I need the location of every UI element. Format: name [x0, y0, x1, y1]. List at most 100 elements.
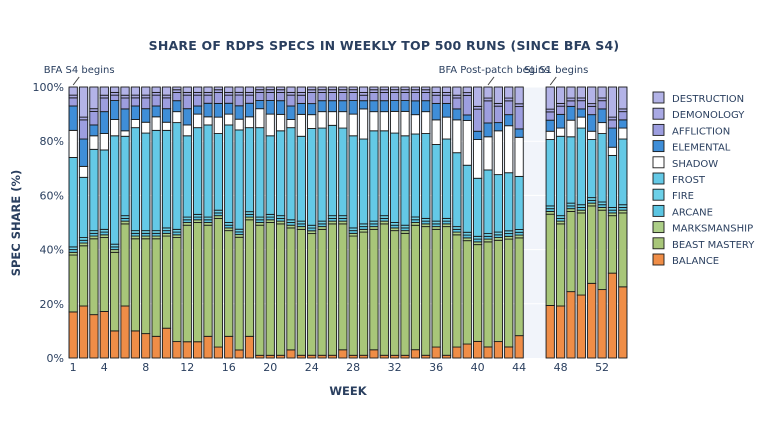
bar-segment-destruction[interactable] — [421, 86, 431, 91]
bar-segment-shadow[interactable] — [441, 116, 452, 140]
bar-segment-balance[interactable] — [203, 335, 213, 359]
bar-segment-beast-mastery[interactable] — [141, 238, 151, 335]
bar-segment-affliction[interactable] — [369, 92, 379, 102]
bar-segment-shadow[interactable] — [587, 130, 597, 140]
bar-segment-shadow[interactable] — [141, 121, 151, 134]
bar-segment-balance[interactable] — [462, 343, 472, 359]
bar-segment-shadow[interactable] — [110, 119, 120, 137]
bar-week-1[interactable] — [68, 86, 78, 359]
bar-segment-shadow[interactable] — [545, 130, 555, 140]
bar-segment-frost[interactable] — [317, 127, 327, 222]
bar-segment-balance[interactable] — [338, 349, 348, 359]
bar-segment-destruction[interactable] — [213, 86, 223, 91]
bar-segment-destruction[interactable] — [130, 86, 141, 96]
bar-segment-affliction[interactable] — [410, 92, 421, 102]
bar-segment-beast-mastery[interactable] — [78, 245, 89, 307]
bar-segment-shadow[interactable] — [607, 146, 618, 156]
bar-week-47[interactable] — [545, 86, 555, 359]
bar-segment-frost[interactable] — [68, 157, 78, 248]
bar-week-54[interactable] — [618, 86, 628, 359]
bar-segment-shadow[interactable] — [483, 136, 493, 171]
bar-segment-shadow[interactable] — [317, 111, 327, 129]
bar-segment-beast-mastery[interactable] — [244, 219, 255, 337]
bar-segment-balance[interactable] — [618, 286, 628, 359]
bar-segment-affliction[interactable] — [348, 91, 358, 101]
bar-segment-frost[interactable] — [441, 138, 452, 219]
bar-segment-shadow[interactable] — [390, 110, 400, 134]
bar-segment-balance[interactable] — [483, 346, 493, 359]
bar-segment-elemental[interactable] — [348, 100, 358, 115]
bar-segment-affliction[interactable] — [141, 97, 151, 110]
bar-segment-affliction[interactable] — [307, 92, 317, 105]
bar-segment-destruction[interactable] — [296, 86, 306, 93]
bar-week-18[interactable] — [244, 86, 255, 359]
bar-segment-affliction[interactable] — [275, 92, 286, 102]
bar-segment-frost[interactable] — [151, 129, 161, 232]
bar-segment-shadow[interactable] — [255, 108, 265, 129]
bar-week-17[interactable] — [234, 86, 244, 359]
bar-segment-destruction[interactable] — [514, 86, 524, 105]
bar-segment-shadow[interactable] — [68, 129, 78, 158]
bar-segment-shadow[interactable] — [421, 111, 431, 134]
bar-segment-elemental[interactable] — [452, 108, 462, 121]
bar-segment-destruction[interactable] — [224, 86, 234, 93]
bar-segment-balance[interactable] — [172, 341, 182, 359]
bar-week-6[interactable] — [120, 86, 130, 359]
bar-segment-shadow[interactable] — [151, 116, 161, 131]
bar-segment-beast-mastery[interactable] — [99, 237, 109, 312]
bar-segment-frost[interactable] — [255, 127, 265, 218]
bar-segment-beast-mastery[interactable] — [317, 228, 327, 356]
bar-segment-destruction[interactable] — [286, 86, 296, 93]
bar-week-50[interactable] — [576, 86, 586, 359]
bar-segment-beast-mastery[interactable] — [576, 212, 586, 296]
bar-segment-balance[interactable] — [576, 294, 586, 359]
bar-segment-frost[interactable] — [172, 122, 182, 230]
bar-segment-frost[interactable] — [597, 133, 607, 203]
bar-segment-destruction[interactable] — [182, 86, 192, 93]
bar-segment-elemental[interactable] — [390, 100, 400, 112]
bar-segment-balance[interactable] — [141, 333, 151, 359]
bar-segment-affliction[interactable] — [358, 94, 369, 102]
bar-segment-affliction[interactable] — [327, 92, 338, 102]
bar-segment-frost[interactable] — [327, 124, 338, 217]
bar-segment-shadow[interactable] — [618, 127, 628, 140]
bar-segment-affliction[interactable] — [182, 94, 192, 110]
bar-segment-frost[interactable] — [566, 136, 576, 204]
bar-segment-shadow[interactable] — [99, 133, 109, 151]
bar-segment-shadow[interactable] — [265, 113, 275, 137]
bar-segment-affliction[interactable] — [587, 105, 597, 116]
bar-segment-elemental[interactable] — [421, 100, 431, 113]
bar-segment-beast-mastery[interactable] — [483, 241, 493, 348]
bar-week-36[interactable] — [431, 86, 441, 359]
bar-segment-shadow[interactable] — [452, 119, 462, 154]
bar-segment-destruction[interactable] — [317, 86, 327, 91]
legend-item-balance[interactable]: BALANCE — [652, 253, 719, 267]
bar-segment-elemental[interactable] — [234, 105, 244, 120]
bar-segment-balance[interactable] — [545, 305, 555, 359]
bar-week-29[interactable] — [358, 86, 369, 359]
bar-week-34[interactable] — [410, 86, 421, 359]
bar-segment-frost[interactable] — [358, 138, 369, 225]
bar-segment-shadow[interactable] — [193, 113, 203, 129]
bar-segment-affliction[interactable] — [338, 92, 348, 102]
legend-item-affliction[interactable]: AFFLICTION — [652, 123, 730, 137]
bar-segment-beast-mastery[interactable] — [607, 215, 618, 274]
bar-segment-frost[interactable] — [473, 177, 483, 237]
bar-segment-beast-mastery[interactable] — [172, 237, 182, 343]
bar-week-51[interactable] — [587, 86, 597, 359]
bar-segment-destruction[interactable] — [390, 86, 400, 91]
bar-segment-shadow[interactable] — [275, 113, 286, 132]
legend-item-arcane[interactable]: ARCANE — [652, 204, 713, 218]
bar-week-48[interactable] — [555, 86, 566, 359]
bar-segment-beast-mastery[interactable] — [89, 238, 99, 316]
bar-segment-shadow[interactable] — [358, 108, 369, 140]
bar-segment-affliction[interactable] — [172, 92, 182, 102]
bar-segment-frost[interactable] — [89, 148, 99, 232]
bar-segment-frost[interactable] — [296, 135, 306, 222]
bar-week-33[interactable] — [400, 86, 410, 359]
bar-segment-affliction[interactable] — [514, 106, 524, 130]
bar-segment-elemental[interactable] — [203, 102, 213, 118]
bar-week-15[interactable] — [213, 86, 223, 359]
bar-segment-shadow[interactable] — [473, 139, 483, 179]
bar-segment-balance[interactable] — [514, 335, 524, 359]
